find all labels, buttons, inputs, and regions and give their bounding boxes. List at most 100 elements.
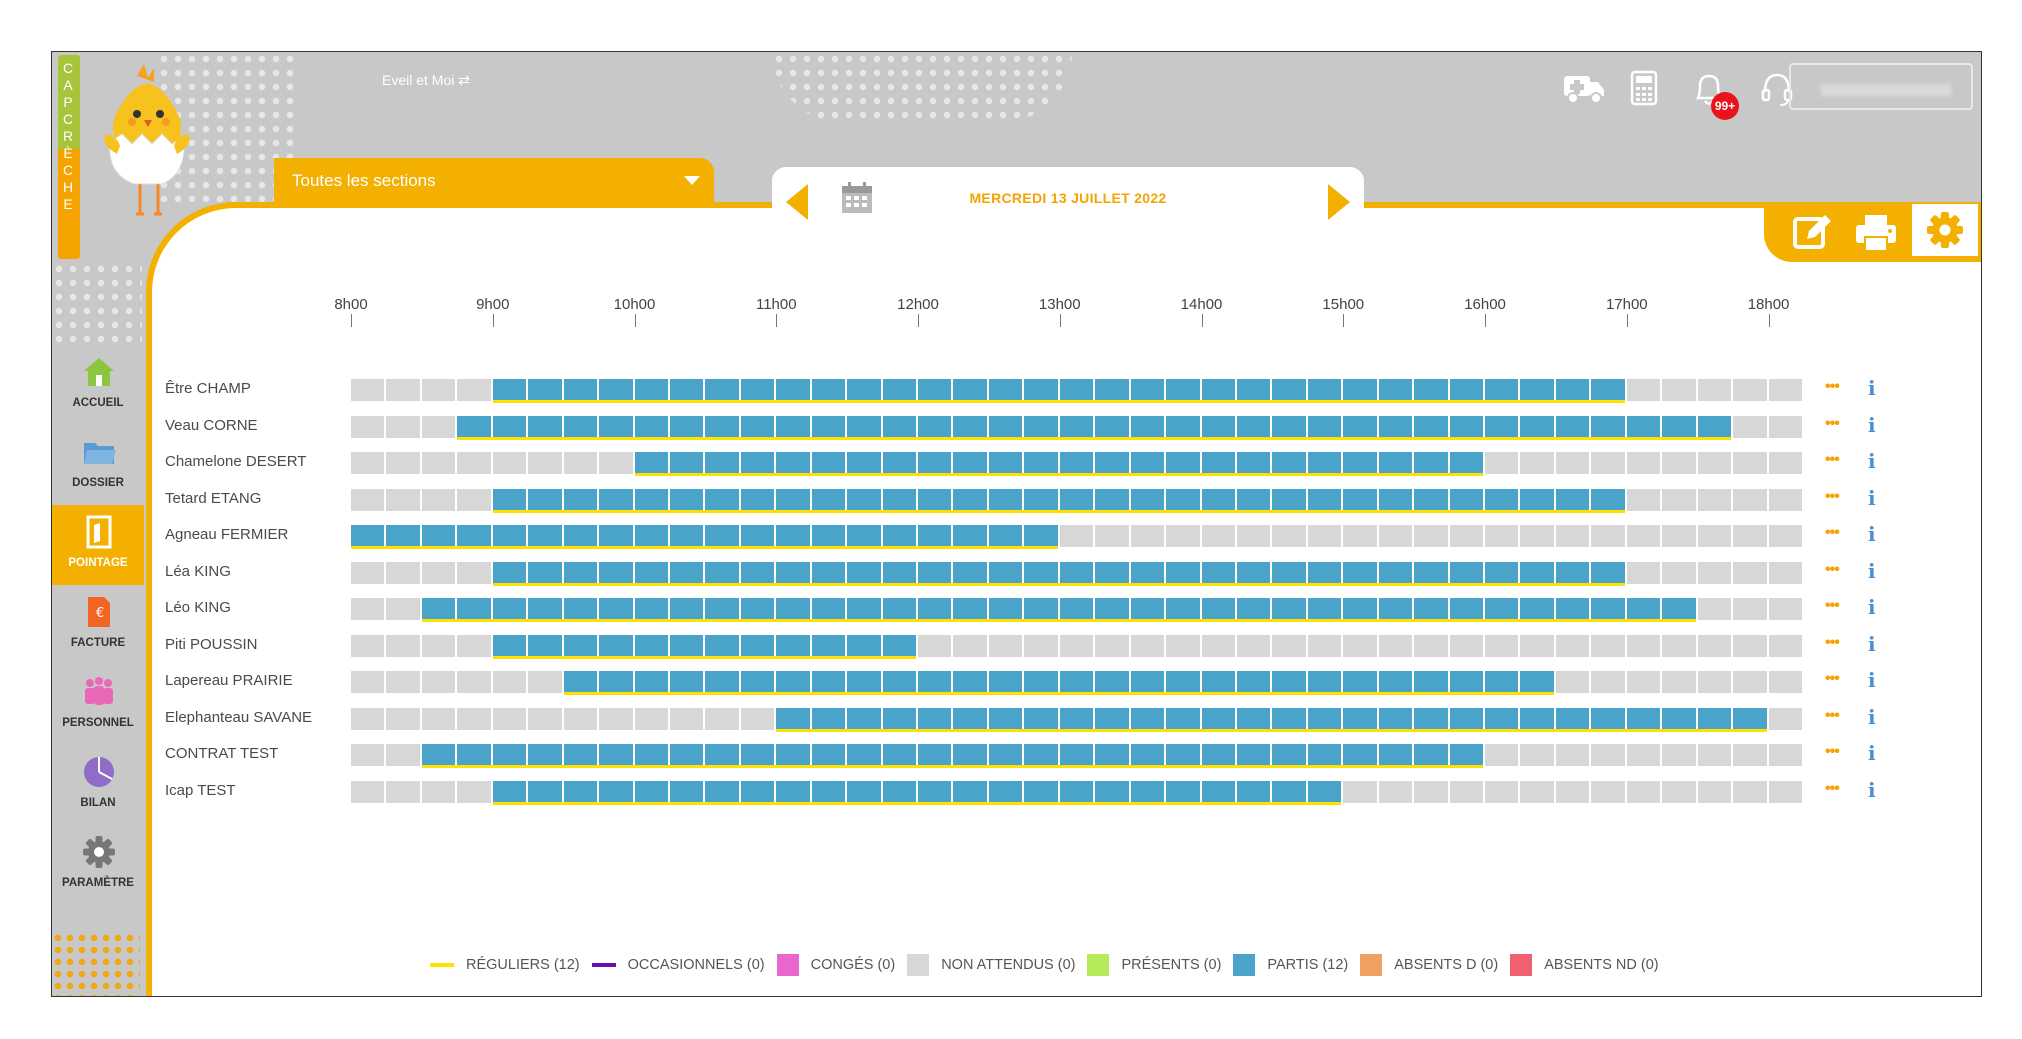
time-slot-present[interactable] (847, 452, 881, 474)
time-slot-present[interactable] (1343, 598, 1377, 620)
time-slot-present[interactable] (1166, 707, 1200, 730)
time-slot-present[interactable] (847, 671, 881, 693)
time-slot-present[interactable] (528, 561, 562, 584)
time-slot-present[interactable] (1485, 415, 1519, 438)
time-slot-present[interactable] (1095, 488, 1129, 511)
time-slot-present[interactable] (1555, 415, 1590, 438)
time-slot[interactable] (1733, 671, 1767, 693)
time-slot[interactable] (563, 452, 598, 474)
time-slot-present[interactable] (1130, 452, 1165, 474)
time-slot[interactable] (1733, 634, 1767, 657)
time-slot-present[interactable] (1130, 598, 1165, 620)
time-slot[interactable] (386, 488, 420, 511)
sidebar-item-personnel[interactable]: PERSONNEL (52, 665, 144, 745)
time-slot-present[interactable] (669, 598, 704, 620)
time-slot-present[interactable] (1591, 415, 1625, 438)
time-slot[interactable] (1768, 744, 1802, 766)
time-slot[interactable] (740, 707, 775, 730)
time-slot[interactable] (1272, 634, 1306, 657)
time-slot[interactable] (492, 707, 527, 730)
time-slot-present[interactable] (776, 415, 810, 438)
time-slot[interactable] (1697, 561, 1732, 584)
time-slot-present[interactable] (918, 415, 952, 438)
time-slot[interactable] (1626, 525, 1661, 547)
time-slot[interactable] (386, 707, 420, 730)
time-slot-present[interactable] (1591, 561, 1625, 584)
time-slot-present[interactable] (740, 415, 775, 438)
time-slot-present[interactable] (1307, 707, 1342, 730)
time-slot-present[interactable] (1130, 561, 1165, 584)
time-slot-present[interactable] (1449, 379, 1484, 401)
time-slot-present[interactable] (1236, 598, 1271, 620)
time-slot-present[interactable] (776, 744, 810, 766)
time-slot-present[interactable] (1449, 452, 1484, 474)
time-slot-present[interactable] (1343, 488, 1377, 511)
time-slot[interactable] (1662, 452, 1696, 474)
time-slot-present[interactable] (882, 634, 917, 657)
time-slot-present[interactable] (563, 671, 598, 693)
time-slot-present[interactable] (847, 707, 881, 730)
time-slot-present[interactable] (492, 415, 527, 438)
time-slot-present[interactable] (669, 452, 704, 474)
time-slot-present[interactable] (882, 525, 917, 547)
time-slot-present[interactable] (1095, 452, 1129, 474)
time-slot[interactable] (351, 744, 385, 766)
time-slot[interactable] (1095, 634, 1129, 657)
time-slot[interactable] (421, 671, 456, 693)
time-slot-present[interactable] (1520, 488, 1554, 511)
time-slot[interactable] (1591, 780, 1625, 803)
time-slot[interactable] (1166, 525, 1200, 547)
time-slot-present[interactable] (918, 598, 952, 620)
time-slot-present[interactable] (1236, 561, 1271, 584)
time-slot-present[interactable] (1485, 598, 1519, 620)
time-slot-present[interactable] (847, 488, 881, 511)
time-slot-present[interactable] (1378, 561, 1413, 584)
time-slot-present[interactable] (1095, 744, 1129, 766)
time-slot-present[interactable] (988, 707, 1023, 730)
time-slot[interactable] (1166, 634, 1200, 657)
time-slot-present[interactable] (953, 707, 987, 730)
time-slot-present[interactable] (1378, 488, 1413, 511)
time-slot-present[interactable] (1449, 671, 1484, 693)
time-slot-present[interactable] (1414, 415, 1448, 438)
time-slot-present[interactable] (1201, 598, 1235, 620)
time-slot[interactable] (1768, 488, 1802, 511)
time-slot[interactable] (1520, 525, 1554, 547)
time-slot[interactable] (351, 671, 385, 693)
time-slot-present[interactable] (705, 452, 739, 474)
time-slot-present[interactable] (918, 452, 952, 474)
time-slot-present[interactable] (705, 671, 739, 693)
time-slot-present[interactable] (1095, 707, 1129, 730)
time-slot-present[interactable] (599, 671, 633, 693)
time-slot[interactable] (457, 488, 491, 511)
time-slot-present[interactable] (1272, 780, 1306, 803)
time-slot[interactable] (492, 671, 527, 693)
time-slot-present[interactable] (1272, 561, 1306, 584)
time-slot-present[interactable] (528, 415, 562, 438)
time-slot-present[interactable] (563, 415, 598, 438)
time-slot-present[interactable] (776, 561, 810, 584)
time-slot-present[interactable] (669, 561, 704, 584)
time-slot-present[interactable] (492, 780, 527, 803)
time-slot-present[interactable] (882, 671, 917, 693)
time-slot[interactable] (1662, 379, 1696, 401)
time-slot-present[interactable] (1414, 488, 1448, 511)
time-slot-present[interactable] (599, 488, 633, 511)
time-slot-present[interactable] (811, 634, 846, 657)
time-slot[interactable] (1768, 634, 1802, 657)
time-slot-present[interactable] (811, 415, 846, 438)
time-slot-present[interactable] (563, 598, 598, 620)
next-day-arrow-icon[interactable] (1328, 184, 1350, 220)
row-more-button[interactable]: ••• (1825, 633, 1840, 651)
time-slot-present[interactable] (705, 744, 739, 766)
time-slot-present[interactable] (1201, 671, 1235, 693)
time-slot-present[interactable] (492, 598, 527, 620)
time-slot-present[interactable] (811, 744, 846, 766)
time-slot-present[interactable] (1201, 452, 1235, 474)
time-slot-present[interactable] (1024, 707, 1058, 730)
time-slot-present[interactable] (1449, 598, 1484, 620)
time-slot[interactable] (1733, 452, 1767, 474)
time-slot-present[interactable] (1591, 707, 1625, 730)
time-slot[interactable] (351, 379, 385, 401)
time-slot-present[interactable] (1378, 379, 1413, 401)
